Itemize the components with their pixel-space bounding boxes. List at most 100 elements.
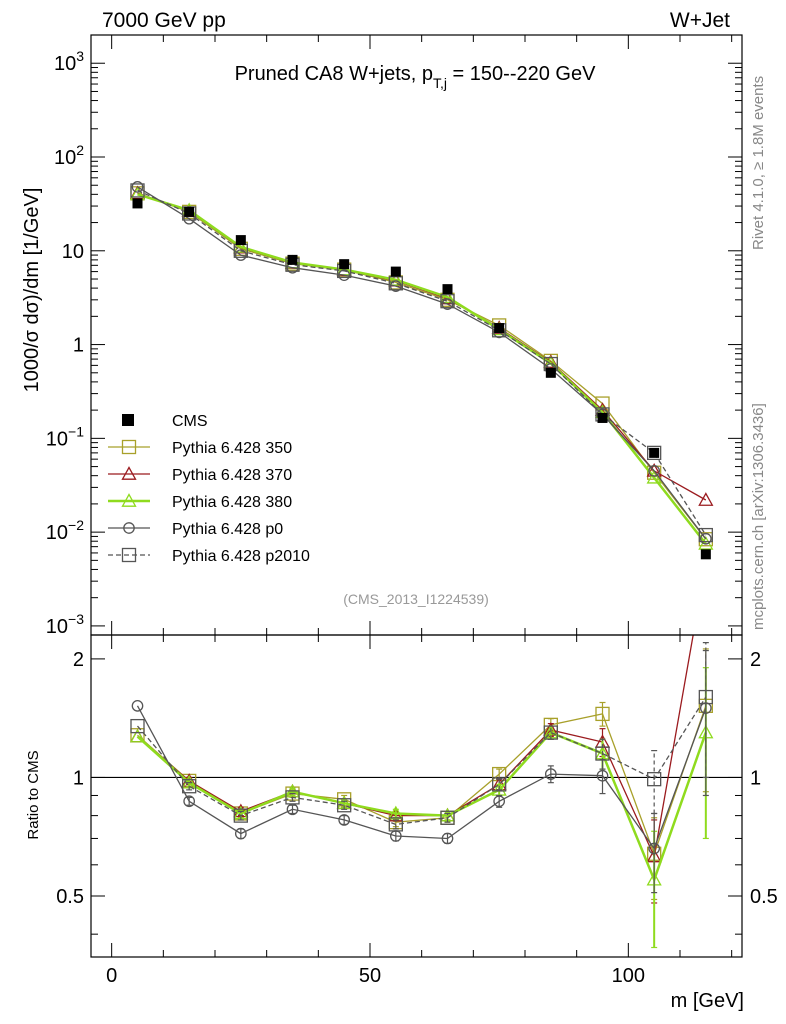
cms-point-8: [545, 367, 556, 378]
ratio-series-point-3-7: [493, 795, 506, 808]
main-series-point-3-0: [131, 181, 144, 193]
ratio-frame: [90, 634, 743, 958]
ratio-series-point-4-6: [440, 810, 455, 825]
main-series-point-2-10: [646, 469, 662, 484]
ratio-series-point-3-0: [131, 699, 144, 712]
rivet-version-label: Rivet 4.1.0, ≥ 1.8M events: [750, 76, 767, 250]
main-series-point-4-11: [698, 527, 713, 543]
main-series-point-3-4: [338, 269, 351, 281]
chart-title-main: Pruned CA8 W+jets, p: [235, 63, 433, 85]
ratio-series-point-2-5: [388, 805, 404, 820]
ratio-series-line-2: [136, 731, 707, 884]
ratio-series-point-3-4: [338, 814, 351, 826]
cms-point-0: [132, 198, 143, 209]
y-tick-label-base-3: 1: [73, 335, 84, 357]
y-tick-label-base-2: 10: [46, 428, 68, 450]
ratio-series-point-3-10: [648, 842, 661, 855]
energy-label: 7000 GeV pp: [102, 9, 226, 32]
ratio-series-point-3-6: [441, 832, 454, 845]
ratio-series-point-4-1: [182, 779, 197, 794]
cms-data-layer: [132, 198, 711, 560]
main-series-line-3: [137, 186, 707, 540]
cms-point-4: [339, 259, 350, 270]
ratio-series-point-4-7: [492, 777, 507, 792]
main-series-point-4-5: [388, 276, 403, 291]
main-series-point-4-10: [647, 445, 662, 461]
legend-marker-cms: [122, 414, 134, 426]
analysis-tag: (CMS_2013_I1224539): [343, 591, 489, 607]
chart-title: Pruned CA8 W+jets, pT,j = 150--220 GeV: [235, 63, 597, 91]
cms-point-2: [235, 235, 246, 246]
main-series-point-2-6: [439, 289, 456, 304]
ratio-series-point-4-11: [698, 689, 713, 705]
ratio-series-point-4-3: [285, 790, 300, 805]
ratio-series-line-4: [137, 696, 707, 826]
main-series-point-3-5: [389, 280, 402, 292]
ratio-tick-label-left-0: 0.5: [56, 886, 84, 908]
main-series-point-4-6: [440, 294, 455, 309]
ratio-tick-label-right-1: 1: [750, 767, 761, 789]
main-series-point-1-11: [698, 492, 714, 506]
ratio-series-line-0: [137, 705, 707, 856]
y-tick-label-2: 10−1: [46, 423, 84, 450]
y-tick-label-base-1: 10: [46, 522, 68, 544]
y-tick-label-exp-6: 3: [76, 48, 84, 64]
y-tick-label-base-0: 10: [46, 616, 68, 638]
cms-point-6: [442, 284, 453, 295]
ratio-tick-label-right-0: 0.5: [750, 886, 778, 908]
legend-label-1: Pythia 6.428 370: [172, 467, 292, 484]
ratio-tick-label-left-2: 2: [73, 649, 84, 671]
ratio-series-point-4-2: [233, 808, 248, 823]
cms-point-3: [287, 254, 298, 265]
y-tick-label-0: 10−3: [46, 611, 84, 638]
legend-label-4: Pythia 6.428 p2010: [172, 548, 310, 565]
y-tick-label-5: 102: [54, 142, 84, 169]
y-tick-label-3: 1: [73, 335, 84, 357]
y-tick-label-1: 10−2: [46, 517, 84, 544]
y-tick-label-6: 103: [54, 48, 84, 75]
main-series-line-2: [137, 193, 707, 545]
ratio-series-line-3: [136, 705, 707, 850]
legend-marker-3: [123, 522, 135, 534]
ratio-series-point-4-8: [543, 725, 558, 740]
main-series-point-2-5: [388, 272, 404, 286]
cms-point-1: [184, 206, 195, 217]
x-tick-label-2: 100: [612, 965, 645, 987]
y-tick-label-exp-5: 2: [76, 142, 84, 158]
ratio-series-point-3-8: [544, 768, 557, 780]
main-frame: [90, 34, 743, 636]
main-series-line-4: [137, 189, 707, 536]
axes-layer: [90, 34, 743, 958]
ratio-series-point-4-5: [388, 817, 403, 832]
y-tick-label-base-5: 10: [54, 147, 76, 169]
legend-label-3: Pythia 6.428 p0: [172, 521, 283, 538]
chart-title-sub: T,j: [433, 75, 447, 91]
ratio-series-line-1: [137, 635, 694, 859]
y-tick-label-exp-0: −3: [68, 611, 84, 627]
legend-marker-4: [121, 547, 137, 563]
legend: CMS Pythia 6.428 350 Pythia 6.428 370 Pythi…: [108, 413, 310, 565]
ratio-series-point-4-0: [130, 718, 145, 734]
chart-title-rest: = 150--220 GeV: [447, 63, 596, 85]
cms-point-5: [390, 266, 401, 277]
legend-marker-1: [121, 466, 137, 480]
cms-point-7: [494, 323, 505, 334]
cms-point-10: [649, 447, 660, 458]
main-series-point-3-2: [234, 249, 247, 261]
main-series-point-4-0: [130, 183, 145, 198]
y-tick-label-4: 10: [62, 241, 84, 263]
mcplots-source-label: mcplots.cern.ch [arXiv:1306.3436]: [750, 403, 767, 630]
ratio-series-point-4-4: [337, 798, 352, 813]
ratio-series-point-3-1: [183, 795, 196, 808]
main-series-point-3-10: [648, 465, 661, 477]
ratio-y-axis-title: Ratio to CMS: [25, 750, 42, 839]
legend-label-2: Pythia 6.428 380: [172, 494, 292, 511]
ratio-tick-label-right-2: 2: [750, 649, 761, 671]
legend-label-cms: CMS: [172, 413, 208, 430]
x-axis-title: m [GeV]: [671, 990, 744, 1012]
process-label: W+Jet: [670, 9, 730, 32]
main-series-point-3-11: [699, 532, 712, 545]
x-tick-label-0: 0: [106, 965, 117, 987]
